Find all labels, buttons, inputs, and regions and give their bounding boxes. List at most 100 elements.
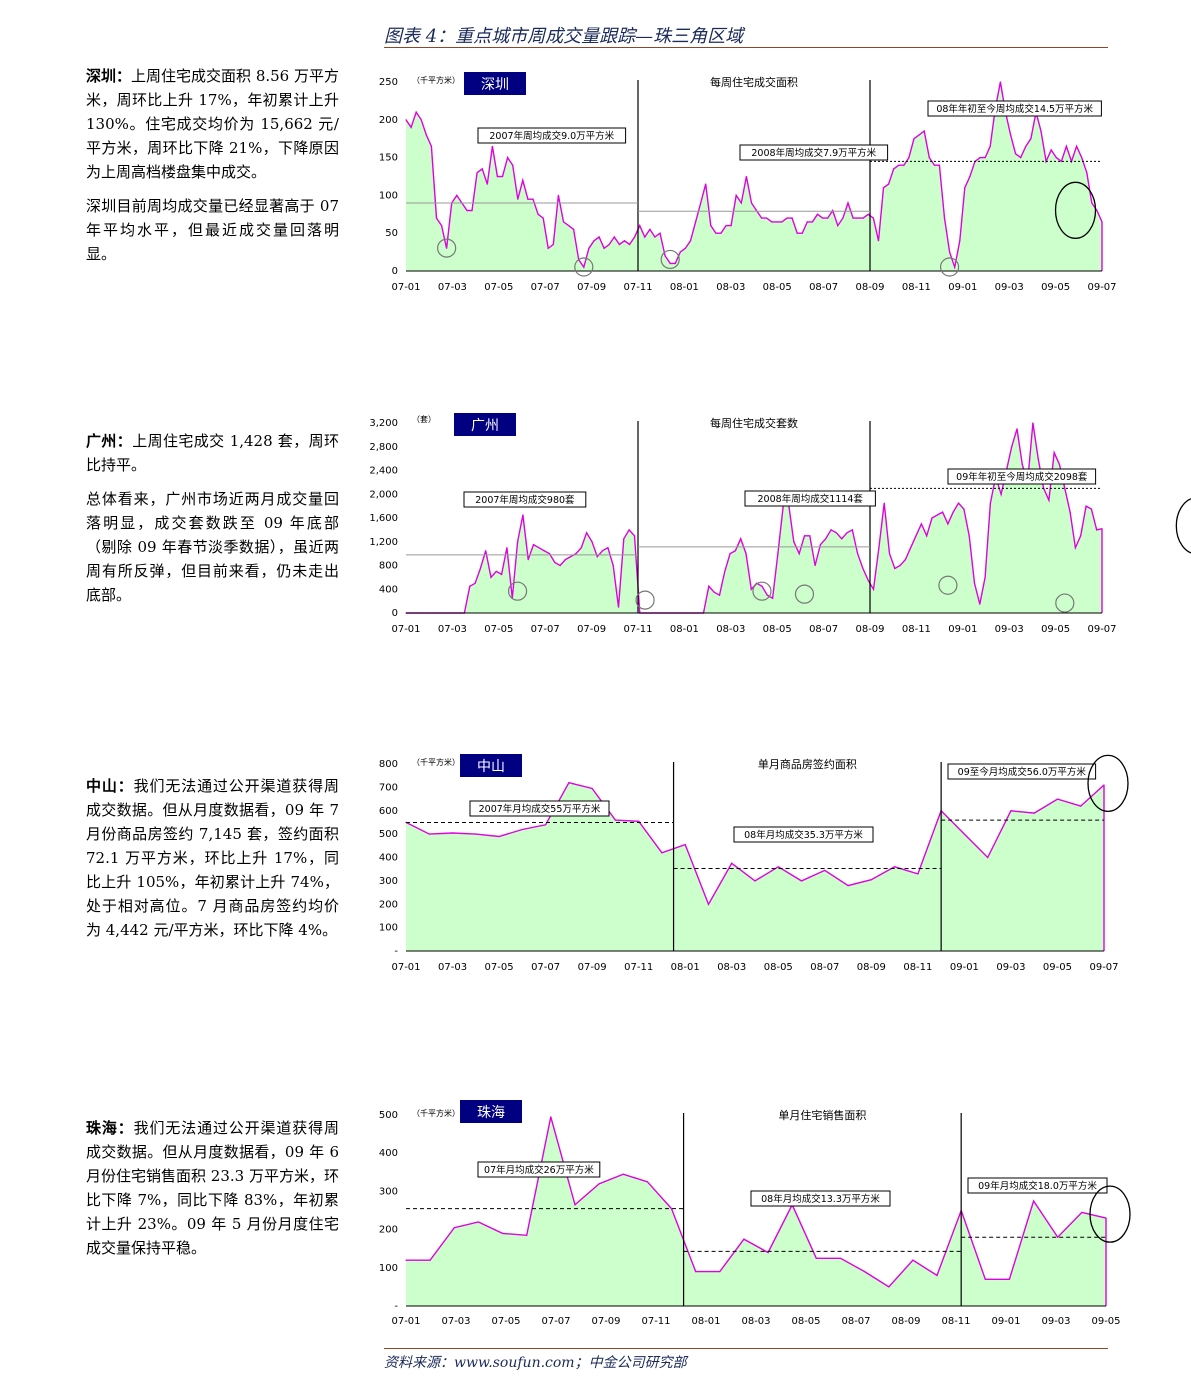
data-point <box>729 553 731 555</box>
data-point <box>490 576 492 578</box>
data-point <box>740 538 742 540</box>
x-tick-label: 08-07 <box>841 1316 870 1327</box>
x-tick-label: 08-11 <box>941 1316 970 1327</box>
chart-title: 单月商品房签约面积 <box>758 757 857 771</box>
y-tick-label: 400 <box>379 853 398 864</box>
data-point <box>527 559 529 561</box>
data-point <box>1056 798 1059 800</box>
data-point <box>796 232 798 234</box>
x-tick-label: 08-11 <box>902 282 931 293</box>
y-tick-label: 2,800 <box>369 442 398 453</box>
data-point <box>888 183 890 185</box>
data-point <box>559 564 561 567</box>
data-point <box>835 532 837 534</box>
x-tick-label: 08-09 <box>855 624 884 635</box>
x-tick-label: 07-01 <box>391 962 420 973</box>
data-point <box>708 585 710 587</box>
data-point <box>791 217 793 219</box>
average-label: 2008年周均成交7.9万平方米 <box>751 147 876 159</box>
city-tag-label: 深圳 <box>481 77 509 93</box>
paragraph: 深圳：上周住宅成交面积 8.56 万平方米，周环比上升 17%，年初累计上升 1… <box>86 64 339 184</box>
data-point <box>1064 487 1066 489</box>
x-tick-label: 08-03 <box>717 962 746 973</box>
x-tick-label: 07-05 <box>484 624 513 635</box>
data-point <box>766 217 768 219</box>
y-tick-label: 200 <box>379 115 398 126</box>
x-tick-label: 07-05 <box>491 1316 520 1327</box>
data-point <box>720 232 722 234</box>
data-point <box>968 535 970 537</box>
data-point <box>1048 499 1050 501</box>
data-point <box>1053 452 1055 454</box>
data-point <box>435 217 438 219</box>
data-point <box>573 228 575 230</box>
data-point <box>862 217 864 219</box>
data-point <box>910 547 912 549</box>
area-fill <box>406 423 1102 613</box>
data-point <box>912 1259 914 1261</box>
chart-guangzhou: 0 400 800 1,200 1,600 2,000 2,400 2,800 3,200 07-… <box>369 413 1191 635</box>
data-point <box>851 529 853 531</box>
data-point <box>731 862 733 864</box>
city-label: 广州： <box>86 432 133 450</box>
circle-highlight <box>939 257 960 277</box>
x-tick-label: 09-01 <box>948 624 977 635</box>
data-point <box>947 523 949 525</box>
data-point <box>471 209 473 212</box>
data-point <box>613 236 615 238</box>
y-tick-label: 700 <box>379 782 398 793</box>
data-point <box>521 828 523 831</box>
city-label: 深圳： <box>86 67 132 85</box>
text-block-zhongshan: 中山：我们无法通过公开渠道获得周成交数据。但从月度数据看，09 年 7 月份商品… <box>86 774 339 952</box>
x-tick-label: 07-09 <box>577 282 606 293</box>
data-point <box>608 243 610 246</box>
data-point <box>1058 464 1061 466</box>
data-point <box>1032 422 1034 424</box>
data-point <box>809 535 811 537</box>
data-point <box>771 221 773 223</box>
data-point <box>1037 458 1039 460</box>
data-point <box>822 217 824 219</box>
data-point <box>816 213 819 215</box>
data-point <box>926 535 928 537</box>
average-label: 09年年初至今周均成交2098套 <box>956 471 1088 483</box>
average-label: 08年年初至今周均成交14.5万平方米 <box>936 103 1093 115</box>
data-point <box>894 866 896 868</box>
data-point <box>984 157 986 159</box>
data-point <box>588 247 590 249</box>
data-point <box>1105 1217 1107 1219</box>
data-point <box>532 198 534 200</box>
data-point <box>839 1257 842 1259</box>
data-point <box>568 225 570 227</box>
data-point <box>963 508 965 510</box>
average-label: 2007年周均成交980套 <box>475 494 575 506</box>
average-label-box <box>733 826 874 843</box>
data-point <box>877 240 880 242</box>
y-tick-label: 200 <box>379 1225 398 1236</box>
x-tick-label: 08-01 <box>691 1316 720 1327</box>
data-point <box>710 225 712 227</box>
data-point <box>904 559 907 561</box>
data-point <box>405 1259 407 1261</box>
recent-highlight-ellipse <box>1089 1185 1131 1243</box>
x-tick-label: 08-07 <box>809 624 838 635</box>
data-point <box>622 1173 624 1175</box>
data-point <box>872 217 874 219</box>
x-tick-label: 07-03 <box>438 282 467 293</box>
data-point <box>574 1204 576 1206</box>
x-tick-label: 09-03 <box>996 962 1025 973</box>
x-tick-label: 08-05 <box>791 1316 820 1327</box>
data-point <box>725 225 727 227</box>
data-point <box>1033 1200 1035 1202</box>
paragraph: 广州：上周住宅成交 1,428 套，周环比持平。 <box>86 429 339 477</box>
data-point <box>451 832 454 834</box>
data-point <box>537 213 539 215</box>
data-point <box>957 502 960 504</box>
data-point <box>827 217 829 219</box>
data-point <box>1103 784 1105 786</box>
data-point <box>846 532 848 534</box>
data-point <box>878 547 880 549</box>
data-point <box>1096 209 1098 212</box>
data-point <box>1057 1236 1059 1238</box>
x-tick-label: 07-11 <box>641 1316 670 1327</box>
